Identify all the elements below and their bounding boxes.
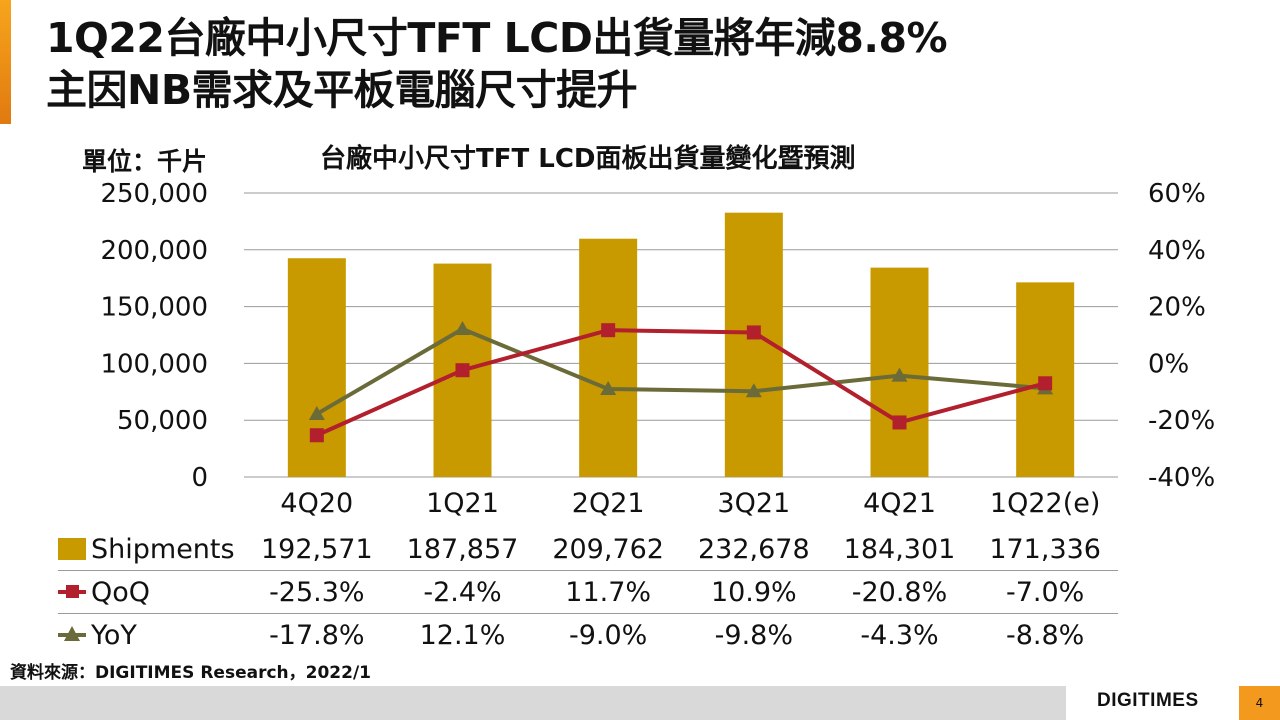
table-cell: -9.0% — [568, 619, 648, 651]
row-label: QoQ — [58, 571, 248, 613]
footer-bar — [0, 686, 1066, 720]
y2-tick-label: -20% — [1148, 406, 1215, 436]
point-qoq — [892, 415, 907, 430]
row-label-text: Shipments — [91, 533, 235, 565]
y-tick-label: 200,000 — [100, 236, 208, 266]
table-cell: 192,571 — [261, 533, 373, 565]
combo-chart: 0 50,000 100,000 150,000 200,000 250,000 -40% -… — [100, 179, 1215, 519]
x-tick-label: 4Q20 — [280, 488, 353, 519]
table-cell: -8.8% — [1005, 619, 1085, 651]
y2-tick-label: -40% — [1148, 463, 1215, 493]
table-cell: -20.8% — [851, 576, 948, 608]
point-qoq — [309, 428, 324, 443]
y-tick-label: 150,000 — [100, 293, 208, 323]
table-row: QoQ -25.3% -2.4% 11.7% 10.9% -20.8% -7.0% — [58, 571, 1118, 613]
table-cell: 12.1% — [419, 619, 506, 651]
y2-tick-label: 40% — [1148, 236, 1206, 266]
legend-key-qoq — [58, 581, 86, 603]
row-label: Shipments — [58, 528, 248, 570]
point-yoy — [308, 405, 325, 420]
brand-logo: DIGITIMES — [1097, 690, 1199, 711]
point-yoy — [745, 383, 762, 398]
source-note: 資料來源：DIGITIMES Research，2022/1 — [10, 663, 371, 683]
x-tick-label: 2Q21 — [572, 488, 645, 519]
table-row: Shipments 192,571 187,857 209,762 232,678 184… — [58, 528, 1118, 570]
title-line-1: 1Q22台廠中小尺寸TFT LCD出貨量將年減8.8% — [46, 14, 948, 62]
table-cell: -4.3% — [860, 619, 939, 651]
row-label-text: YoY — [91, 619, 137, 651]
line-yoy — [315, 327, 1046, 416]
legend-key-yoy — [58, 624, 86, 646]
point-qoq — [746, 325, 761, 340]
y-tick-label: 250,000 — [100, 179, 208, 209]
title-line-2: 主因NB需求及平板電腦尺寸提升 — [46, 66, 638, 114]
y-tick-label: 50,000 — [117, 406, 208, 436]
table-cell: -9.8% — [714, 619, 793, 651]
table-cell: -2.4% — [423, 576, 502, 608]
point-qoq — [601, 323, 616, 338]
x-tick-label: 1Q21 — [426, 488, 499, 519]
row-label-text: QoQ — [91, 576, 151, 608]
y2-tick-label: 20% — [1148, 293, 1206, 323]
table-cell: 209,762 — [552, 533, 664, 565]
y-tick-label: 100,000 — [100, 349, 208, 379]
point-yoy — [891, 367, 908, 382]
table-cell: 232,678 — [698, 533, 810, 565]
x-tick-label: 1Q22(e) — [990, 488, 1100, 519]
table-cell: -17.8% — [269, 619, 365, 651]
accent-bar — [0, 0, 11, 124]
unit-label: 單位：千片 — [82, 147, 208, 176]
table-divider — [58, 613, 1118, 614]
table-cell: -25.3% — [269, 576, 365, 608]
bar-shipments — [287, 258, 346, 477]
page-number: 4 — [1239, 686, 1280, 720]
line-qoq — [316, 328, 1046, 438]
point-yoy — [600, 380, 617, 395]
table-cell: 187,857 — [406, 533, 519, 565]
legend-key-shipments — [58, 538, 86, 560]
point-qoq — [1038, 376, 1053, 391]
y2-tick-label: 0% — [1148, 349, 1189, 379]
bar-shipments — [579, 238, 638, 477]
slide-title: 1Q22台廠中小尺寸TFT LCD出貨量將年減8.8% 主因NB需求及平板電腦尺… — [46, 12, 948, 116]
y-tick-label: 0 — [191, 463, 208, 493]
table-cell: 10.9% — [710, 576, 797, 608]
table-row: YoY -17.8% 12.1% -9.0% -9.8% -4.3% -8.8% — [58, 614, 1118, 656]
point-qoq — [455, 363, 470, 378]
table-divider — [58, 570, 1118, 571]
table-cell: 11.7% — [565, 576, 652, 608]
point-yoy — [454, 321, 471, 336]
x-tick-label: 4Q21 — [863, 488, 936, 519]
table-cell: 184,301 — [843, 533, 956, 565]
table-cell: -7.0% — [1005, 576, 1085, 608]
row-label: YoY — [58, 614, 248, 656]
y2-tick-label: 60% — [1148, 179, 1206, 209]
table-cell: 171,336 — [989, 533, 1101, 565]
chart-title: 台廠中小尺寸TFT LCD面板出貨量變化暨預測 — [320, 144, 856, 174]
x-tick-label: 3Q21 — [717, 488, 790, 519]
